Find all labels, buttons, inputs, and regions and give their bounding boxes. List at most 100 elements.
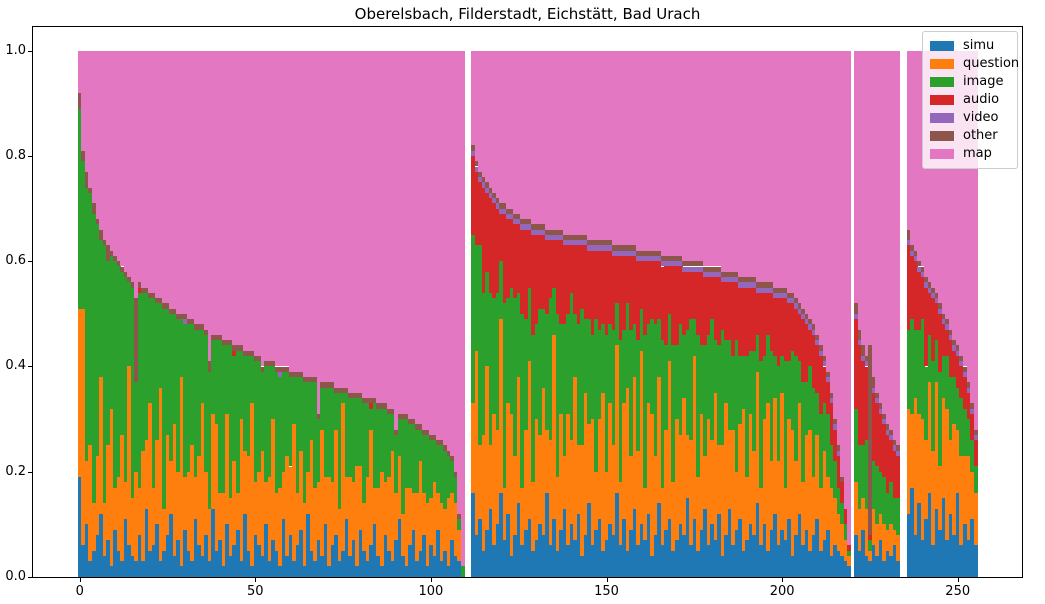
bar-segment-map [99,50,104,230]
bar-segment-other [559,229,564,235]
bar-segment-image [576,324,581,446]
bar [857,27,862,577]
bar [945,27,950,577]
bar-segment-video [833,424,838,430]
bar [541,27,546,577]
bar-segment-map [415,50,420,425]
bar-segment-question [207,508,212,562]
bar-segment-simu [706,545,711,577]
bar-segment-simu [334,534,339,577]
bar-segment-other [358,392,363,399]
bar-segment-map [186,50,191,320]
bar-segment-question [418,461,423,551]
bar-segment-map [657,50,662,251]
bar-segment-question [646,403,651,514]
bar-segment-question [323,477,328,525]
bar-segment-question [608,403,613,525]
bar-segment-question [629,455,634,530]
bar-segment-image [734,340,739,472]
bar-segment-map [471,50,476,146]
bar-segment-video [727,277,732,283]
bar-segment-image [696,334,701,477]
bar [973,27,978,577]
bar-segment-simu [769,529,774,577]
bar-segment-question [864,508,869,556]
bar-segment-audio [752,287,757,351]
bar-segment-simu [580,555,585,577]
bar-segment-audio [840,482,845,504]
bar-segment-map [819,50,823,346]
bar-segment-other [264,361,269,367]
bar-segment-image [155,303,160,441]
bar-segment-other [966,382,971,388]
bar-segment-video [826,377,831,383]
bar-segment-audio [717,277,722,346]
bar-segment-map [488,50,493,188]
bar-segment-other [404,413,409,420]
bar-segment-question [271,419,276,541]
bar-segment-image [713,340,718,393]
bar-segment-map [450,50,455,456]
bar [330,27,335,577]
bar-segment-simu [200,555,205,577]
bar-segment-other [478,171,483,177]
bar-segment-map [804,50,809,314]
bar-segment-image [81,161,86,309]
bar-segment-other [320,382,325,388]
legend-item-question: question [930,55,1019,73]
bar [102,27,107,577]
bar-segment-simu [288,534,293,577]
bar-segment-simu [320,555,325,577]
bar-segment-other [752,277,757,283]
bar-segment-map [481,50,486,177]
bar-segment-map [137,50,142,283]
bar-segment-audio [755,292,760,335]
bar-segment-map [934,50,939,293]
legend-item-video: video [930,109,1010,127]
bar-segment-video [769,287,774,293]
bar-segment-question [225,413,230,525]
bar-segment-image [566,313,571,414]
bar-segment-other [780,287,785,293]
bar-segment-image [344,392,349,477]
bar-segment-video [889,434,894,441]
bar-segment-other [594,240,599,246]
bar [727,27,732,577]
bar-segment-image [516,292,521,377]
bar-segment-audio [706,277,711,335]
bar [172,27,177,577]
bar-segment-map [731,50,736,272]
bar-segment-simu [878,540,883,577]
bar [871,27,876,577]
bar-segment-other [731,271,736,277]
bar-segment-audio [523,229,528,320]
bar-segment-other [643,250,648,256]
bar [306,27,311,577]
bar [134,27,139,577]
bar-segment-other [608,240,613,246]
bar-segment-simu [597,519,602,577]
bar [88,27,93,577]
bar-segment-image [120,271,125,435]
bar-segment-simu [235,529,240,577]
bar-segment-question [597,419,602,520]
bar [611,27,616,577]
bar-segment-question [783,487,788,541]
bar-segment-audio [667,266,672,314]
bar-segment-other [425,429,430,435]
bar-segment-map [190,50,195,320]
bar [864,27,869,577]
bar [411,27,416,577]
bar [752,27,757,577]
bar [797,27,802,577]
bar-segment-image [250,355,255,404]
bar-segment-map [573,50,578,235]
bar-segment-audio [587,250,592,320]
bar-segment-other [376,403,381,409]
bar-segment-map [847,50,852,546]
bar-segment-simu [488,508,493,577]
bar-segment-question [741,408,746,551]
x-tick-mark [255,578,257,582]
bar-segment-image [955,387,960,430]
bar-segment-map [776,50,781,288]
